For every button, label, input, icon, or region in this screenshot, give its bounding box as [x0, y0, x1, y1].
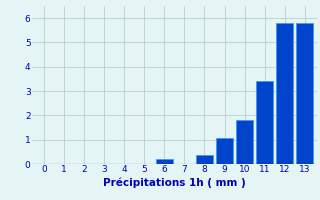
Bar: [296, 23, 313, 164]
Bar: [276, 23, 293, 164]
Bar: [156, 159, 173, 164]
Bar: [216, 138, 233, 164]
Bar: [196, 155, 213, 164]
Bar: [236, 120, 253, 164]
X-axis label: Précipitations 1h ( mm ): Précipitations 1h ( mm ): [103, 177, 246, 188]
Bar: [256, 81, 273, 164]
